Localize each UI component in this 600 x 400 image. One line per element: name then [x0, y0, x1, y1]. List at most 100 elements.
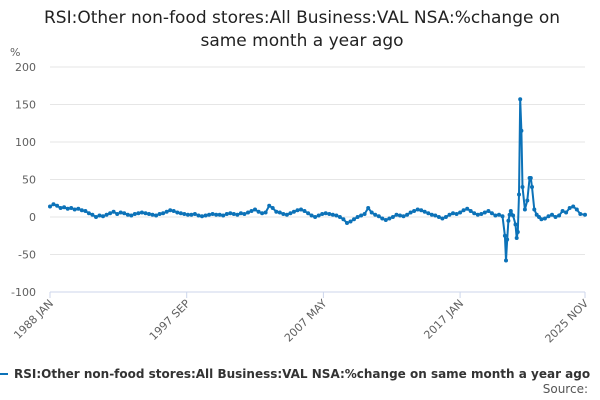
data-point [362, 212, 367, 216]
data-point [62, 205, 67, 210]
data-point [500, 214, 505, 219]
data-point [447, 212, 452, 217]
data-point [281, 212, 286, 216]
data-point [129, 213, 134, 218]
x-tick-label: 2007 MAY [282, 297, 330, 345]
data-point [139, 210, 144, 215]
data-point [433, 213, 438, 218]
data-point [461, 208, 466, 213]
data-point [511, 213, 516, 218]
data-point [253, 207, 257, 212]
data-point [157, 212, 162, 216]
data-point [401, 214, 406, 219]
data-point [136, 211, 141, 216]
data-point [352, 217, 356, 222]
data-point [520, 185, 525, 189]
data-point [217, 212, 222, 217]
data-point [196, 213, 201, 218]
data-point [295, 208, 300, 213]
data-point [168, 208, 173, 213]
data-point [506, 218, 511, 223]
y-tick-label: 50 [22, 174, 36, 187]
data-point [519, 128, 524, 133]
data-point [309, 213, 314, 218]
series-plot-area [48, 97, 587, 263]
data-point [69, 206, 74, 210]
y-tick-label: 200 [15, 61, 36, 74]
y-axis-ticks: 200 150 100 50 0 -50 -100 [11, 61, 36, 299]
source-label: Source: [543, 382, 588, 396]
data-point [482, 210, 487, 215]
data-point [578, 212, 583, 216]
data-point [150, 212, 155, 217]
data-point [383, 218, 388, 222]
data-point [337, 215, 342, 219]
data-point [518, 97, 523, 102]
data-point [231, 212, 236, 216]
chart-title-line-2: same month a year ago [200, 31, 403, 51]
data-point [532, 207, 537, 212]
data-point [334, 213, 339, 218]
data-point [306, 211, 311, 216]
data-point [224, 212, 229, 216]
data-point [546, 214, 551, 219]
data-point [55, 203, 60, 208]
data-point [465, 206, 470, 211]
data-point [380, 216, 385, 221]
data-point [249, 209, 254, 213]
data-point [86, 211, 91, 216]
legend[interactable]: RSI:Other non-food stores:All Business:V… [0, 367, 590, 381]
data-point [376, 214, 381, 219]
data-point [497, 212, 501, 217]
data-point [83, 209, 88, 213]
data-point [522, 207, 527, 212]
data-point [330, 212, 335, 217]
data-point [502, 233, 507, 238]
data-point [277, 210, 282, 215]
data-point [550, 212, 554, 217]
data-point [90, 212, 95, 217]
data-point [468, 209, 473, 213]
data-point [185, 212, 190, 217]
data-point [122, 211, 127, 216]
data-point [479, 212, 484, 216]
legend-series-label: RSI:Other non-food stores:All Business:V… [14, 367, 590, 381]
data-point [147, 212, 151, 216]
data-point [387, 216, 392, 221]
data-point [486, 209, 491, 213]
data-point [94, 215, 98, 219]
data-point [557, 213, 562, 218]
data-point [507, 212, 512, 217]
data-point [505, 237, 510, 242]
data-point [327, 212, 332, 216]
data-point [553, 215, 558, 219]
data-point [542, 216, 547, 221]
data-point [560, 209, 565, 213]
data-point [398, 213, 402, 218]
data-point [178, 211, 183, 216]
data-point [256, 209, 261, 214]
data-point [366, 206, 371, 210]
data-point [189, 212, 194, 217]
data-point [443, 215, 448, 219]
data-point [210, 212, 215, 216]
data-point [583, 212, 587, 217]
data-point [436, 215, 441, 219]
data-point [302, 209, 307, 213]
gridlines [50, 66, 585, 293]
data-point [171, 209, 176, 213]
data-point [104, 212, 109, 217]
data-point [564, 210, 569, 215]
x-axis-ticks: 1988 JAN 1997 SEP 2007 MAY 2017 JAN 2025 NOV [11, 291, 592, 346]
data-point [316, 213, 321, 218]
data-point [323, 211, 328, 216]
data-point [489, 211, 494, 216]
x-tick-label: 2025 NOV [543, 297, 592, 346]
data-point [458, 210, 463, 215]
data-point [291, 209, 296, 214]
data-point [161, 211, 166, 216]
data-point [412, 209, 417, 213]
data-point [405, 212, 410, 217]
data-point [359, 213, 364, 218]
